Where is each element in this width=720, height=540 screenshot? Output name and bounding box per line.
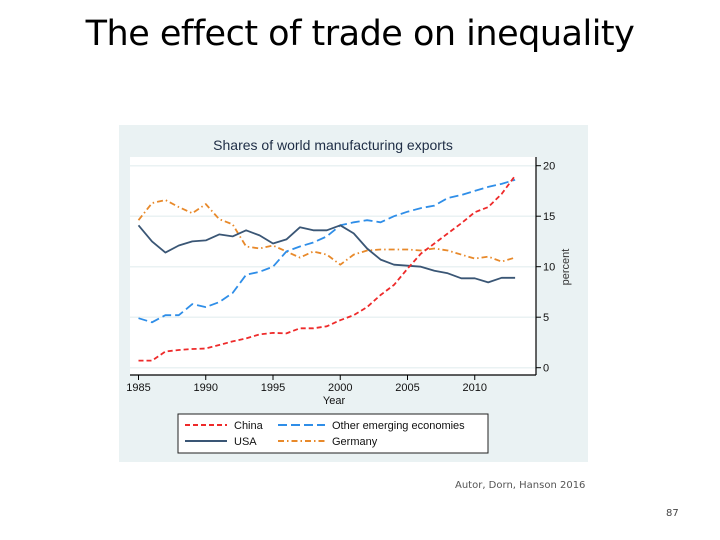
x-tick-label: 2005 bbox=[395, 382, 419, 394]
y-tick-label: 15 bbox=[543, 211, 555, 223]
x-tick-label: 1995 bbox=[261, 382, 285, 394]
legend-box bbox=[177, 413, 489, 454]
legend-label-usa: USA bbox=[234, 436, 257, 448]
legend: China Other emerging economies USA Germa… bbox=[177, 413, 489, 454]
y-tick-label: 5 bbox=[543, 312, 549, 324]
y-tick-label: 10 bbox=[543, 262, 555, 274]
x-tick-label: 1990 bbox=[194, 382, 218, 394]
x-tick-label: 2000 bbox=[328, 382, 352, 394]
series-layer bbox=[137, 175, 516, 362]
gridlines bbox=[130, 164, 536, 369]
series-line-china bbox=[138, 175, 516, 362]
x-axis-label: Year bbox=[323, 395, 346, 407]
chart-region: Shares of world manufacturing exports 19… bbox=[119, 125, 588, 462]
chart-title: Shares of world manufacturing exports bbox=[213, 137, 453, 153]
x-tick-label: 2010 bbox=[463, 382, 487, 394]
y-tick-label: 0 bbox=[543, 363, 549, 375]
line-chart: Shares of world manufacturing exports 19… bbox=[126, 137, 572, 454]
y-axis-label: percent bbox=[560, 249, 572, 286]
series-line-other-emerging-economies bbox=[138, 178, 516, 324]
x-ticks: 1985 1990 1995 2000 2005 2010 bbox=[126, 375, 487, 394]
y-tick-label: 20 bbox=[543, 161, 555, 173]
citation: Autor, Dorn, Hanson 2016 bbox=[455, 480, 586, 491]
page-number: 87 bbox=[666, 508, 679, 519]
series-line-germany bbox=[137, 199, 516, 266]
legend-label-other-emerging: Other emerging economies bbox=[332, 420, 465, 432]
slide-title: The effect of trade on inequality bbox=[85, 14, 635, 54]
x-tick-label: 1985 bbox=[126, 382, 150, 394]
legend-label-china: China bbox=[234, 420, 264, 432]
legend-label-germany: Germany bbox=[332, 436, 378, 448]
y-ticks: 0 5 10 15 20 bbox=[536, 161, 555, 375]
series-line-usa bbox=[137, 224, 516, 284]
